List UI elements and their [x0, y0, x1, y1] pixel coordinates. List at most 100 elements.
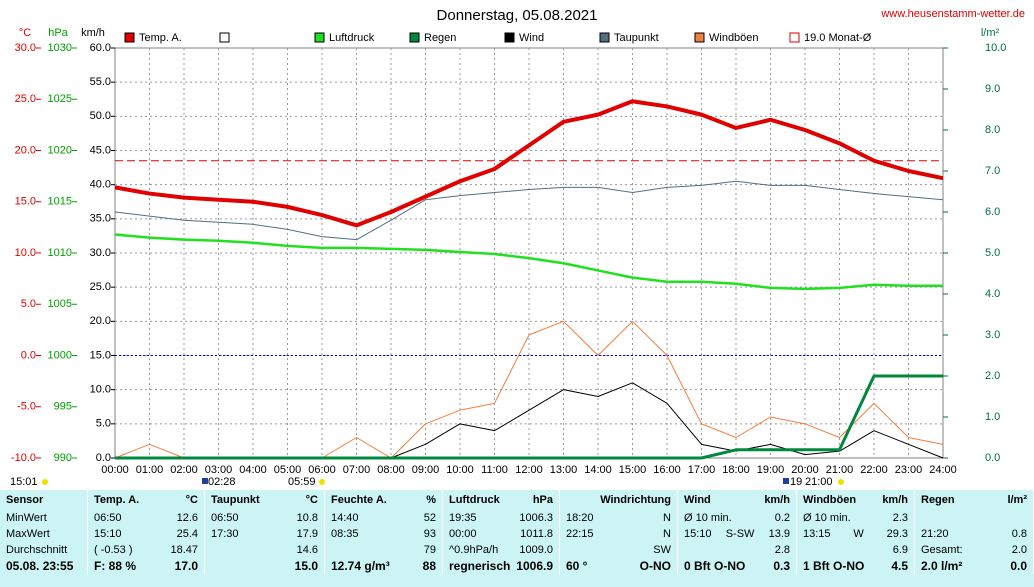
cell-text: km/h: [882, 494, 908, 506]
cell-text: 14.6: [296, 544, 318, 556]
table-cell: SW: [560, 542, 678, 558]
cell-text: 10.8: [296, 512, 318, 524]
cell-text: regnerisch: [449, 559, 511, 573]
cell-text: 17:30: [211, 528, 239, 540]
cell-text: hPa: [532, 494, 553, 506]
cell-text: 1011.8: [520, 528, 553, 540]
cell-text: 0.0: [1010, 559, 1027, 573]
table-cell: ^0.9hPa/h 1009.0: [443, 542, 560, 558]
cell-text: N: [663, 528, 671, 540]
table-cell: 60 ° O-NO: [560, 558, 678, 574]
cell-text: 15:10: [684, 528, 712, 540]
table-cell: Ø 10 min. 0.2: [678, 510, 797, 526]
table-cell: MaxWert: [0, 526, 88, 542]
table-cell: 2.0 l/m² 0.0: [915, 558, 1034, 574]
cell-text: 15:10: [94, 528, 122, 540]
y-tick-label: 5.0: [96, 418, 111, 430]
cell-text: 18.47: [170, 544, 198, 556]
marker-icon: [319, 479, 325, 485]
cell-text: 0.8: [1011, 528, 1027, 540]
x-tick-label: 16:00: [653, 464, 681, 476]
x-tick-label: 22:00: [860, 464, 888, 476]
time-marker: 05:59: [288, 476, 316, 488]
table-cell: 6.9: [797, 542, 915, 558]
table-cell: Sensor: [0, 490, 88, 510]
table-cell: Regen l/m²: [915, 490, 1034, 510]
y-tick-label: 30.0: [15, 42, 36, 54]
table-cell: 18:20 N: [560, 510, 678, 526]
cell-text: 1 Bft O-NO: [803, 559, 865, 573]
y-tick-label: 30.0: [90, 247, 111, 259]
y-tick-label: 5.0: [21, 298, 36, 310]
x-tick-label: 07:00: [343, 464, 371, 476]
cell-text: 1006.3: [519, 512, 553, 524]
legend-swatch: [409, 32, 420, 43]
cell-text: 06:50: [211, 512, 239, 524]
x-tick-label: 24:00: [929, 464, 957, 476]
cell-text: 29.3: [886, 528, 908, 540]
y2-tick-label: 1.0: [985, 411, 1000, 423]
cell-text: 13:15: [803, 528, 831, 540]
cell-text: N: [663, 512, 671, 524]
table-cell: 22:15 N: [560, 526, 678, 542]
x-tick-label: 21:00: [826, 464, 854, 476]
cell-text: 2.0 l/m²: [921, 559, 963, 573]
x-tick-label: 02:00: [170, 464, 198, 476]
cell-text: 00:00: [449, 528, 477, 540]
table-cell: 08:35 93: [325, 526, 443, 542]
cell-text: Ø 10 min.: [803, 512, 851, 524]
cell-text: 19:35: [449, 512, 477, 524]
y-tick-label: 990: [54, 452, 72, 464]
unit-label: °C: [19, 27, 31, 39]
y-tick-label: 0.0: [96, 452, 111, 464]
y-tick-label: 10.0: [90, 384, 111, 396]
y-tick-label: 55.0: [90, 76, 111, 88]
cell-text: Temp. A.: [94, 494, 140, 506]
y2-tick-label: 10.0: [985, 42, 1006, 54]
unit-label: hPa: [48, 27, 68, 39]
chart-title: Donnerstag, 05.08.2021: [437, 7, 598, 24]
cell-text: 0.2: [774, 512, 790, 524]
y-tick-label: 1020: [48, 144, 72, 156]
cell-text: F: 88 %: [94, 559, 137, 573]
table-cell: Ø 10 min. 2.3: [797, 510, 915, 526]
time-marker: 15:01: [10, 476, 38, 488]
time-marker: 02:28: [208, 476, 236, 488]
source: www.heusenstamm-wetter.de: [880, 8, 1025, 20]
legend-label: Taupunkt: [614, 32, 659, 44]
cell-text: 0.3: [773, 559, 790, 573]
table-cell: MinWert: [0, 510, 88, 526]
cell-text: %: [426, 494, 436, 506]
cell-text: MinWert: [6, 512, 47, 524]
x-tick-label: 03:00: [205, 464, 233, 476]
y-tick-label: 45.0: [90, 144, 111, 156]
cell-text: 52: [423, 512, 436, 524]
x-tick-label: 01:00: [136, 464, 164, 476]
x-tick-label: 09:00: [412, 464, 440, 476]
table-cell: ( -0.53 ) 18.47: [88, 542, 205, 558]
y-tick-label: 20.0: [15, 144, 36, 156]
y-tick-label: 0.0: [21, 349, 36, 361]
x-tick-label: 04:00: [239, 464, 267, 476]
table-cell: 12.74 g/m³ 88: [325, 558, 443, 574]
table-cell: 06:50 10.8: [205, 510, 325, 526]
x-tick-label: 17:00: [688, 464, 716, 476]
x-tick-label: 12:00: [515, 464, 543, 476]
table-cell: F: 88 % 17.0: [88, 558, 205, 574]
cell-text: 88: [422, 559, 436, 573]
table-cell: 17:30 17.9: [205, 526, 325, 542]
y-tick-label: 50.0: [90, 110, 111, 122]
legend-label: Temp. A.: [139, 32, 182, 44]
cell-text: Feuchte A.: [331, 494, 387, 506]
table-cell: Windböen km/h: [797, 490, 915, 510]
table-cell: 14.6: [205, 542, 325, 558]
cell-text: 4.5: [891, 559, 908, 573]
cell-text: 79: [423, 544, 436, 556]
table-cell: Temp. A. °C: [88, 490, 205, 510]
cell-text: km/h: [764, 494, 790, 506]
table-row: 05.08. 23:55 F: 88 % 17.0 15.0 12.74 g/m³ 88 r…: [0, 558, 1034, 574]
table-row: MinWert 06:50 12.6 06:50 10.8 14:40 52 19:35 100…: [0, 510, 1034, 526]
marker-icon: [42, 479, 48, 485]
y-tick-label: 1005: [48, 298, 72, 310]
